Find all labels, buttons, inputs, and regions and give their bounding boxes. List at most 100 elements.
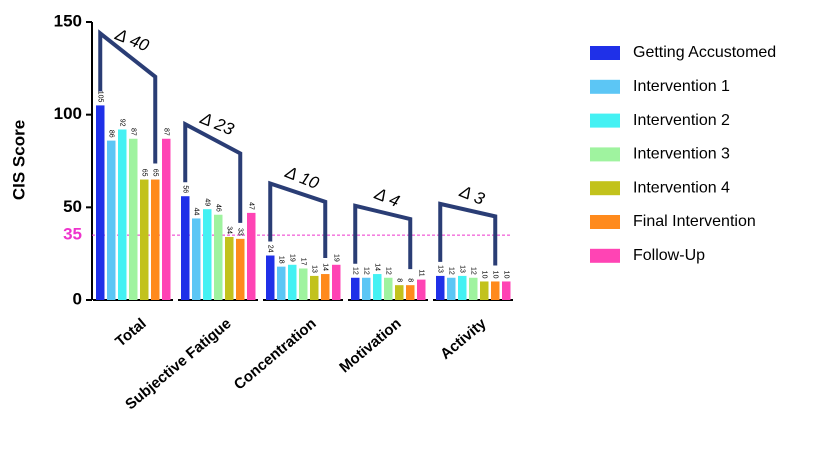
bar [247,212,256,300]
bar [181,196,190,300]
legend-swatch [590,248,620,263]
y-tick-label: 0 [73,289,82,308]
value-label: 18 [277,256,284,264]
value-label: 10 [491,271,498,279]
value-label: 14 [321,263,328,271]
value-label: 65 [151,169,158,177]
value-label: 34 [225,226,232,234]
legend-label: Intervention 3 [633,146,730,163]
bar [362,277,371,300]
value-label: 14 [373,263,380,271]
value-label: 49 [203,198,210,206]
value-label: 12 [351,267,358,275]
bar [129,138,138,300]
legend-label: Intervention 2 [633,112,730,129]
bar [480,281,489,300]
bar [225,236,234,300]
bar [118,129,127,300]
value-label: 92 [118,119,125,127]
value-label: 12 [384,267,391,275]
legend-swatch [590,113,620,128]
value-label: 44 [192,208,199,216]
bracket [438,201,498,266]
bar [310,275,319,300]
value-label: 13 [310,265,317,273]
value-label: 24 [266,245,273,253]
value-label: 11 [417,269,424,276]
value-label: 87 [162,128,169,136]
bar [277,266,286,300]
y-tick-label: 150 [54,11,82,30]
legend-swatch [590,147,620,162]
bar [502,281,511,300]
x-tick-label: Total [112,315,150,350]
value-label: 13 [436,265,443,273]
bracket [183,120,243,223]
value-label: 10 [480,271,487,279]
value-label: 86 [107,130,114,138]
value-label: 46 [214,204,221,212]
value-label: 12 [362,267,369,275]
x-tick-label: Motivation [336,315,404,376]
bar [203,209,212,300]
bar [332,264,341,300]
legend-label: Final Intervention [633,213,756,230]
x-tick-label: Concentration [231,315,320,393]
value-label: 8 [406,278,413,282]
value-label: 87 [129,128,136,136]
value-label: 47 [247,202,254,210]
bar [491,281,500,300]
bar [469,277,478,300]
y-tick-label: 50 [63,197,82,216]
bar [192,218,201,300]
bar [373,274,382,300]
bar [299,268,308,300]
value-label: 33 [236,228,243,236]
bar [351,277,360,300]
y-axis-label: CIS Score [9,120,28,200]
legend-swatch [590,181,620,196]
bracket [98,29,158,164]
value-label: 19 [288,254,295,262]
legend-label: Intervention 1 [633,78,730,95]
bar [214,214,223,300]
bracket [268,180,328,259]
bar [140,179,149,300]
bar [384,277,393,300]
value-label: 65 [140,169,147,177]
y-tick-label: 100 [54,104,82,123]
bar [162,138,171,300]
value-label: 19 [332,254,339,262]
reference-label: 35 [63,225,82,244]
bar [458,275,467,300]
value-label: 12 [469,267,476,275]
delta-annotation: Δ 4 [371,184,402,211]
legend-label: Follow-Up [633,247,705,264]
legend-swatch [590,46,620,60]
delta-annotation: Δ 3 [456,181,488,209]
bar [288,264,297,300]
bar [406,285,415,300]
value-label: 10 [502,271,509,279]
value-label: 12 [447,267,454,275]
legend-swatch [590,215,620,229]
value-label: 17 [299,258,306,266]
value-label: 56 [181,185,188,193]
legend-label: Getting Accustomed [633,44,776,61]
delta-annotation: Δ 40 [112,25,152,56]
x-tick-label: Activity [437,315,490,363]
bar [107,140,116,300]
bar [151,179,160,300]
bar [447,277,456,300]
bar [395,285,404,300]
bar [321,274,330,300]
bar [266,255,275,300]
bar [436,275,445,300]
value-label: 8 [395,278,402,282]
bar [96,105,105,301]
bar [417,279,426,300]
value-label: 105 [96,91,103,103]
value-label: 13 [458,265,465,273]
bar [236,238,245,300]
